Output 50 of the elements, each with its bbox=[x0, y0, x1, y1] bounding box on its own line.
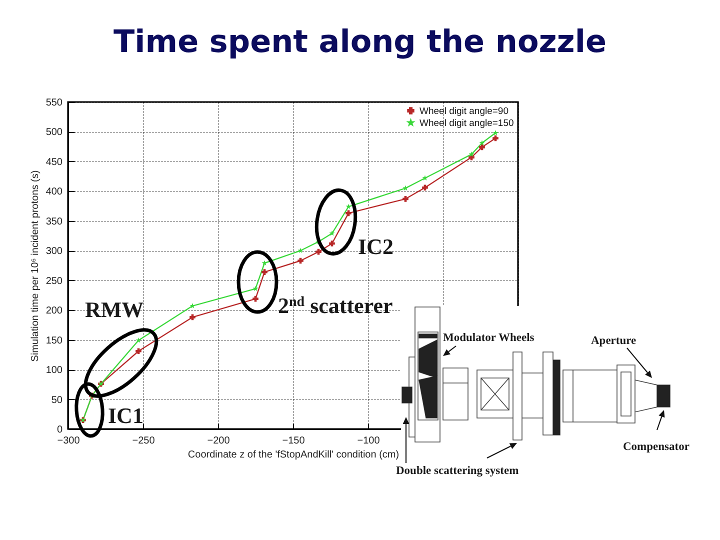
x-tick-label: −100 bbox=[357, 436, 380, 446]
text: Aperture bbox=[591, 335, 636, 347]
y-tick-label: 200 bbox=[46, 306, 63, 317]
x-tick-label: −300 bbox=[57, 436, 80, 446]
x-tick-label: −150 bbox=[282, 436, 306, 446]
y-axis-title: Simulation time per 10⁶ incident protons (s) bbox=[30, 170, 41, 362]
y-tick-label: 300 bbox=[46, 246, 63, 258]
x-tick-label: −250 bbox=[132, 436, 156, 446]
point bbox=[492, 135, 498, 142]
annotation: RMW bbox=[85, 297, 144, 322]
text: Double scattering system bbox=[396, 465, 520, 477]
text: Compensator bbox=[623, 441, 690, 453]
point bbox=[252, 286, 258, 292]
y-tick-label: 550 bbox=[46, 98, 63, 108]
point bbox=[329, 240, 335, 246]
annotation: IC2 bbox=[358, 234, 394, 259]
point bbox=[190, 314, 196, 320]
y-tick-label: 50 bbox=[51, 394, 63, 406]
point bbox=[468, 151, 474, 157]
legend-label: Wheel digit angle=150 bbox=[420, 118, 514, 129]
y-tick-label: 150 bbox=[46, 335, 63, 346]
y-tick-label: 250 bbox=[46, 276, 63, 287]
point bbox=[316, 248, 322, 255]
y-tick-label: 350 bbox=[46, 216, 63, 228]
legend-label: Wheel digit angle=90 bbox=[420, 106, 508, 117]
y-tick-label: 100 bbox=[46, 365, 63, 376]
point bbox=[422, 175, 428, 180]
y-tick-label: 400 bbox=[46, 186, 63, 198]
y-tick-label: 500 bbox=[46, 127, 63, 138]
point bbox=[136, 348, 142, 354]
point bbox=[298, 258, 304, 264]
point bbox=[298, 248, 304, 253]
y-tick-label: 450 bbox=[46, 156, 63, 168]
point bbox=[262, 269, 268, 275]
point bbox=[492, 130, 498, 136]
annotation: Modulator Wheels bbox=[443, 332, 535, 344]
annotation: IC1 bbox=[108, 403, 144, 428]
point bbox=[479, 140, 485, 146]
x-axis-title: Coordinate z of the 'fStopAndKill' condition (cm) bbox=[188, 450, 400, 460]
point bbox=[402, 196, 408, 202]
y-tick-label: 0 bbox=[56, 424, 63, 436]
point bbox=[479, 144, 485, 150]
x-tick-label: −200 bbox=[207, 436, 230, 446]
annotation: 2$^{nd}$ scatterer bbox=[278, 293, 393, 318]
chart-title: Time spent along the nozzle bbox=[114, 24, 606, 60]
point bbox=[136, 338, 142, 343]
point bbox=[346, 210, 352, 216]
point bbox=[422, 184, 428, 191]
point bbox=[329, 230, 335, 236]
point bbox=[252, 296, 258, 302]
